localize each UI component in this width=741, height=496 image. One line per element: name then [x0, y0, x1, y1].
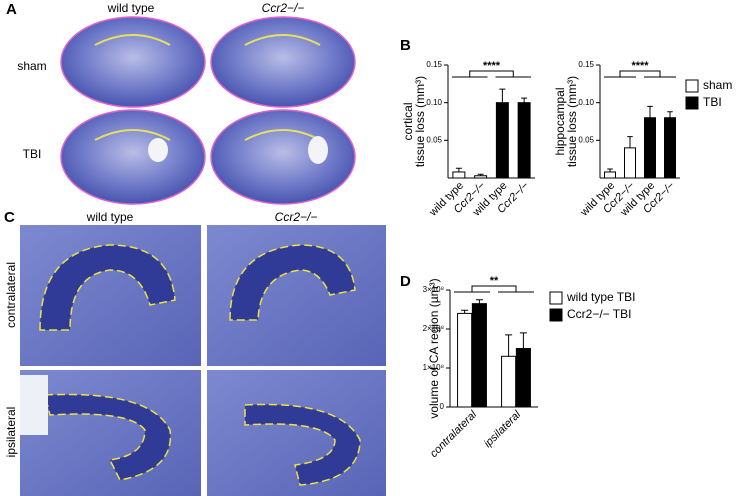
panel-label: C — [4, 209, 15, 226]
row-label: TBI — [23, 147, 42, 161]
row-label: ipsilateral — [4, 407, 18, 458]
error-bar — [461, 309, 469, 314]
brain-images — [60, 16, 356, 205]
significance-bracket — [452, 70, 531, 78]
row-label: sham — [17, 59, 46, 73]
bar — [515, 348, 531, 408]
error-bar — [499, 88, 506, 103]
bar — [644, 117, 656, 179]
significance-label: ** — [490, 275, 499, 287]
y-tick-label: 0 — [440, 402, 445, 411]
legend-label: wild type TBI — [566, 290, 635, 304]
bar — [664, 117, 676, 179]
y-tick-label: 0.10 — [578, 98, 594, 107]
y-axis-label: volume of CA region (µm³) — [427, 278, 441, 418]
y-tick-label: 0.05 — [426, 135, 442, 144]
significance-label: **** — [483, 60, 501, 72]
panel-label: A — [6, 1, 17, 18]
bar — [474, 175, 488, 179]
bar — [624, 147, 636, 179]
hippocampus-images — [20, 225, 386, 496]
column-label: wild type — [107, 1, 155, 15]
legend-swatch — [685, 79, 699, 93]
significance-bracket — [454, 285, 534, 293]
column-label: Ccr2−/− — [275, 210, 318, 224]
legend-label: Ccr2−/− TBI — [567, 307, 631, 321]
bar — [495, 102, 509, 179]
bar — [517, 102, 531, 179]
error-bar — [627, 136, 633, 148]
error-bar — [521, 97, 528, 103]
error-bar — [667, 111, 673, 118]
error-bar — [505, 334, 513, 357]
y-tick-label: 0.05 — [578, 135, 594, 144]
error-bar — [455, 167, 462, 172]
column-label: wild type — [86, 210, 134, 224]
bar — [452, 171, 466, 179]
y-tick-label: 1×10⁸ — [423, 363, 444, 372]
y-tick-label: 0.15 — [578, 60, 594, 69]
error-bar — [519, 332, 527, 349]
bar — [501, 355, 517, 408]
y-tick-label: 2×10⁸ — [423, 324, 444, 333]
legend-label: sham — [703, 78, 732, 92]
bar — [471, 303, 487, 408]
panel-label: B — [400, 37, 411, 54]
y-axis-label: tissue loss (mm³) — [413, 76, 427, 167]
x-tick-label: ipsilateral — [482, 408, 524, 450]
legend-swatch — [685, 96, 699, 110]
legend-swatch — [549, 308, 563, 322]
significance-bracket — [604, 70, 676, 78]
row-label: contralateral — [4, 262, 18, 328]
legend-swatch — [549, 291, 563, 305]
y-axis-label: tissue loss (mm³) — [565, 76, 579, 167]
y-tick-label: 0.15 — [426, 60, 442, 69]
error-bar — [475, 299, 483, 304]
error-bar — [647, 105, 653, 118]
y-tick-label: 3×10⁸ — [423, 285, 444, 294]
error-bar — [607, 168, 613, 172]
column-label: Ccr2−/− — [262, 1, 305, 15]
y-axis-label: cortical — [401, 102, 415, 140]
y-axis-label: hippocampal — [553, 87, 567, 155]
error-bar — [477, 173, 484, 176]
bar — [604, 171, 616, 179]
y-tick-label: 0.10 — [426, 98, 442, 107]
significance-label: **** — [631, 60, 649, 72]
bar — [457, 312, 473, 408]
legend-label: TBI — [703, 95, 722, 109]
panel-label: D — [400, 273, 411, 290]
